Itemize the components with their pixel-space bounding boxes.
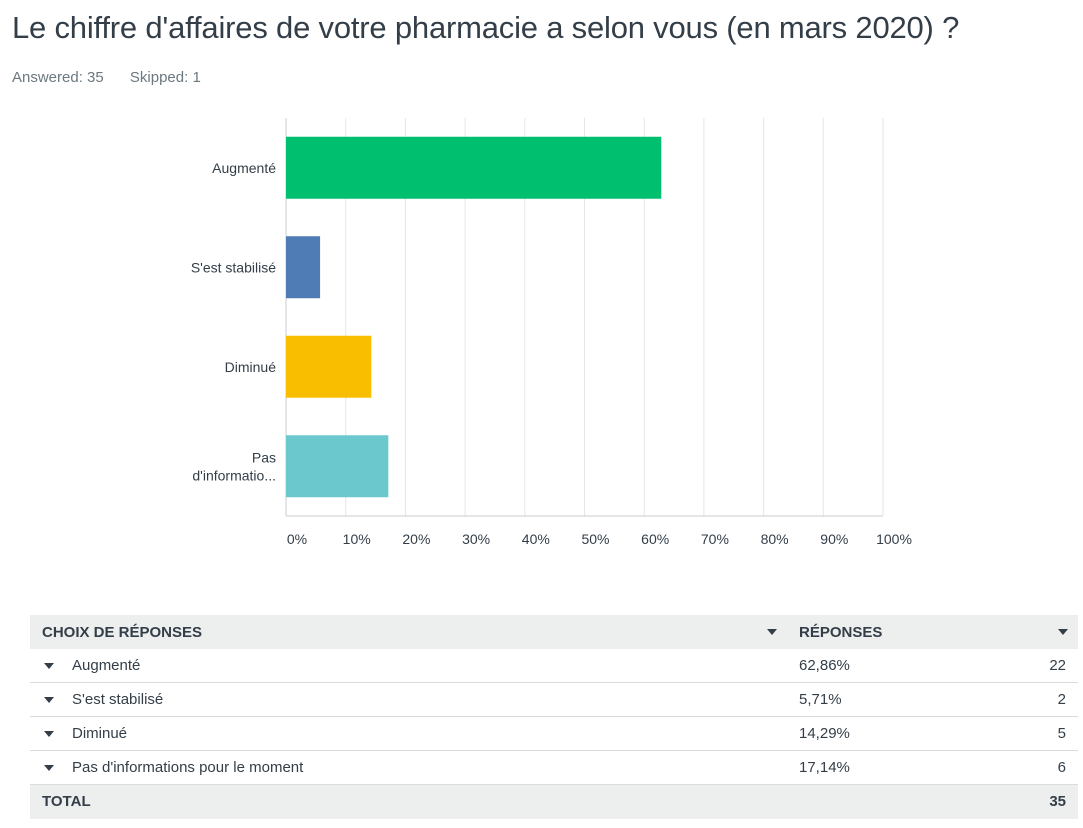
row-count: 2 <box>975 682 1078 717</box>
row-count: 5 <box>975 716 1078 751</box>
x-tick-label: 20% <box>402 531 430 547</box>
x-tick-label: 0% <box>287 531 307 547</box>
response-meta: Answered: 35 Skipped: 1 <box>12 69 201 86</box>
row-percent: 5,71% <box>787 682 976 717</box>
y-category-label: d'informatio... <box>192 467 276 483</box>
total-row: TOTAL 35 <box>30 784 1078 819</box>
choice-column-header[interactable]: CHOIX DE RÉPONSES <box>30 615 787 649</box>
y-category-label: Augmenté <box>212 160 276 176</box>
expand-caret-icon[interactable] <box>44 663 54 670</box>
row-percent: 14,29% <box>787 716 976 751</box>
bar <box>286 236 321 299</box>
sort-caret-icon[interactable] <box>767 629 777 635</box>
table-row: Pas d'informations pour le moment 17,14%… <box>30 750 1078 785</box>
table-row: Diminué 14,29% 5 <box>30 716 1078 751</box>
row-percent: 17,14% <box>787 750 976 785</box>
responses-table: CHOIX DE RÉPONSES RÉPONSES Augmenté 62,8… <box>30 615 1078 819</box>
row-percent: 62,86% <box>787 649 976 683</box>
x-tick-label: 90% <box>820 531 848 547</box>
choice-column-label: CHOIX DE RÉPONSES <box>42 623 203 641</box>
table-row: S'est stabilisé 5,71% 2 <box>30 682 1078 717</box>
expand-caret-icon[interactable] <box>44 697 54 704</box>
bar <box>286 435 389 498</box>
row-count: 22 <box>975 649 1078 683</box>
sort-caret-icon[interactable] <box>1058 629 1068 635</box>
x-tick-label: 40% <box>522 531 550 547</box>
total-count: 35 <box>1049 793 1066 811</box>
row-label: S'est stabilisé <box>72 691 164 708</box>
y-category-label: Diminué <box>225 359 277 375</box>
expand-caret-icon[interactable] <box>44 731 54 738</box>
table-row: Augmenté 62,86% 22 <box>30 649 1078 683</box>
y-category-label: Pas <box>252 449 276 465</box>
question-title: Le chiffre d'affaires de votre pharmacie… <box>12 10 960 45</box>
bar-chart: 0% 10% 20% 30% 40% 50% 60% 70% 80% 90% 100% Augment… <box>191 118 912 547</box>
x-tick-label: 100% <box>876 531 912 547</box>
x-tick-label: 80% <box>761 531 789 547</box>
row-count: 6 <box>975 750 1078 785</box>
table-header-row: CHOIX DE RÉPONSES RÉPONSES <box>30 615 1078 649</box>
x-tick-label: 70% <box>701 531 729 547</box>
skipped-count: Skipped: 1 <box>129 69 201 86</box>
total-label: TOTAL <box>42 793 91 811</box>
responses-column-label: RÉPONSES <box>799 623 883 641</box>
expand-caret-icon[interactable] <box>44 765 54 772</box>
x-tick-label: 30% <box>462 531 490 547</box>
y-category-label: S'est stabilisé <box>191 259 276 275</box>
row-label: Diminué <box>72 725 128 742</box>
bar <box>286 335 372 398</box>
responses-column-header[interactable]: RÉPONSES <box>787 615 1078 649</box>
x-tick-label: 10% <box>343 531 371 547</box>
x-tick-label: 50% <box>581 531 609 547</box>
answered-count: Answered: 35 <box>12 69 104 86</box>
row-label: Augmenté <box>72 657 141 674</box>
bar <box>286 136 662 199</box>
row-label: Pas d'informations pour le moment <box>72 759 304 776</box>
x-tick-label: 60% <box>641 531 669 547</box>
